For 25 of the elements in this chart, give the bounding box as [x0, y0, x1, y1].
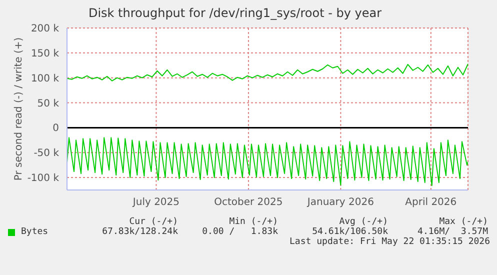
y-tick-label: -50 k	[34, 148, 60, 160]
text: Last update: Fri May 22 01:35:15 2026	[288, 237, 490, 247]
x-tick-label: October 2025	[214, 197, 283, 208]
y-tick-label: 0	[52, 123, 59, 134]
y-tick-label: 100 k	[30, 73, 60, 84]
text: Avg (-/+)	[338, 217, 388, 227]
x-tick-label: April 2026	[405, 197, 457, 208]
legend-label: Bytes	[20, 227, 50, 237]
line-series	[67, 63, 468, 82]
text: 54.61k/106.50k	[311, 227, 388, 237]
text: Max (-/+)	[438, 217, 488, 227]
text: 0.00 / 1.83k	[201, 227, 278, 237]
y-tick-label: -100 k	[27, 173, 60, 184]
y-tick-label: 50 k	[37, 98, 60, 110]
text: Cur (-/+)	[128, 217, 178, 227]
text: 67.83k/128.24k	[101, 227, 178, 237]
x-tick-label: July 2025	[132, 197, 180, 208]
y-axis-title: Pr second read (-) / write (+)	[14, 37, 25, 181]
text: Min (-/+)	[228, 217, 278, 227]
y-tick-label: 200 k	[30, 24, 60, 35]
y-tick-label: 150 k	[30, 48, 60, 60]
x-tick-label: January 2026	[306, 197, 374, 208]
chart-title: Disk throughput for /dev/ring1_sys/root - by year	[87, 6, 383, 20]
line-series	[67, 137, 468, 186]
text: 4.16M/ 3.57M	[416, 227, 488, 237]
